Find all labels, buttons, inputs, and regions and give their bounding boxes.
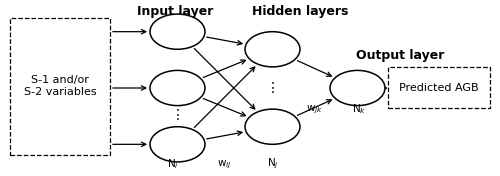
Text: Hidden layers: Hidden layers [252,5,348,18]
Ellipse shape [150,127,205,162]
Ellipse shape [150,70,205,106]
FancyBboxPatch shape [388,67,490,108]
Text: ⋮: ⋮ [266,81,280,95]
Text: Predicted AGB: Predicted AGB [399,83,478,93]
Ellipse shape [150,14,205,49]
Text: S-1 and/or
S-2 variables: S-1 and/or S-2 variables [24,76,97,97]
Text: w$_{jk}$: w$_{jk}$ [306,104,324,116]
Text: N$_i$: N$_i$ [166,157,178,171]
Text: N$_k$: N$_k$ [352,102,366,116]
FancyBboxPatch shape [10,18,110,155]
Ellipse shape [245,32,300,67]
Text: w$_{ij}$: w$_{ij}$ [216,158,232,171]
Ellipse shape [330,70,385,106]
Text: N$_j$: N$_j$ [266,156,278,171]
Text: ⋮: ⋮ [170,108,184,122]
Ellipse shape [245,109,300,144]
Text: Input layer: Input layer [137,5,213,18]
Text: Output layer: Output layer [356,49,444,62]
